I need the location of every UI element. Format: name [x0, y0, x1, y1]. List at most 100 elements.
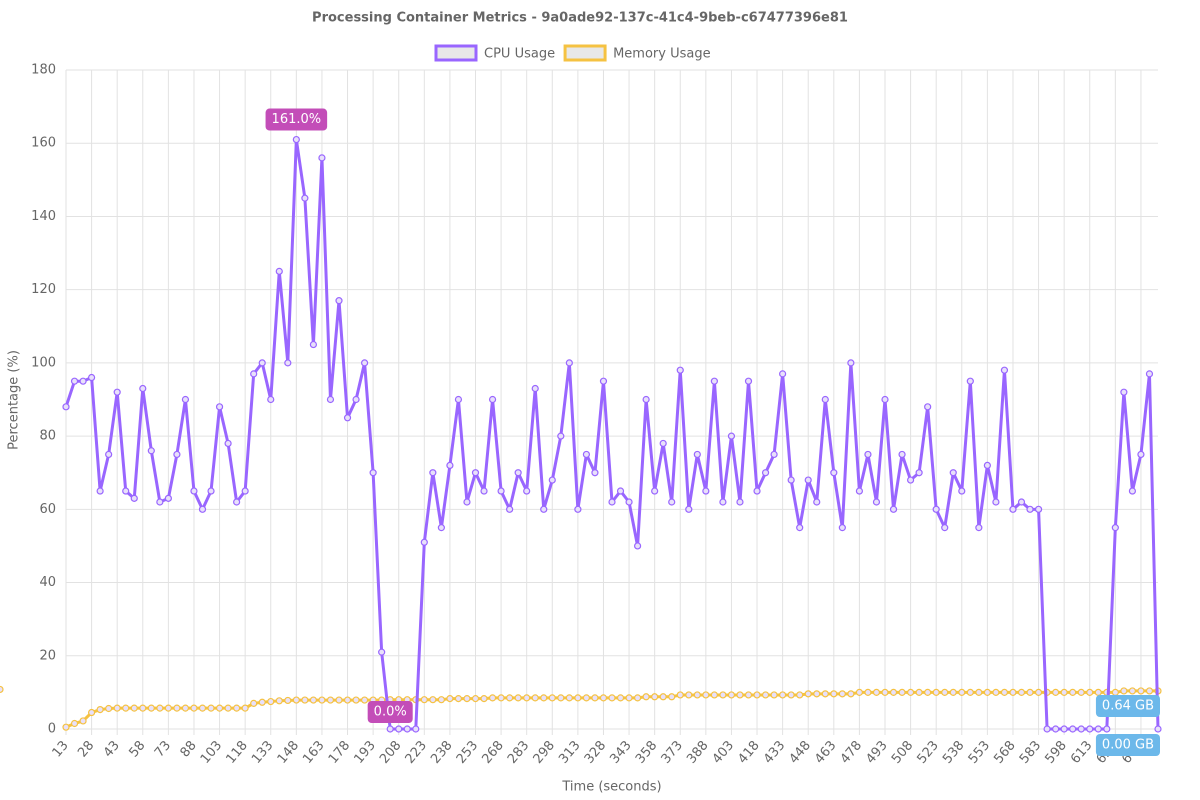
data-point[interactable] [864, 688, 872, 696]
data-point[interactable] [779, 370, 787, 378]
data-point[interactable] [898, 688, 906, 696]
data-point[interactable] [258, 359, 266, 367]
data-point[interactable] [787, 476, 795, 484]
data-point[interactable] [403, 725, 411, 733]
data-point[interactable] [207, 487, 215, 495]
data-point[interactable] [173, 450, 181, 459]
data-point[interactable] [463, 695, 471, 703]
data-point[interactable] [889, 505, 898, 513]
data-point[interactable] [787, 691, 795, 699]
data-point[interactable] [599, 377, 608, 385]
data-point[interactable] [770, 450, 778, 459]
data-point[interactable] [309, 696, 318, 704]
data-point[interactable] [96, 487, 104, 495]
data-point[interactable] [1145, 370, 1154, 378]
data-point[interactable] [574, 505, 582, 513]
data-point[interactable] [1111, 524, 1119, 532]
data-point[interactable] [668, 498, 676, 506]
data-point[interactable] [719, 498, 727, 506]
data-point[interactable] [1094, 688, 1102, 696]
data-point[interactable] [437, 696, 445, 704]
data-point[interactable] [676, 691, 684, 699]
data-point[interactable] [429, 469, 437, 477]
data-point[interactable] [1052, 725, 1060, 733]
data-point[interactable] [958, 688, 966, 696]
data-point[interactable] [105, 704, 113, 713]
data-point[interactable] [813, 498, 821, 506]
data-point[interactable] [360, 696, 369, 704]
data-point[interactable] [62, 403, 70, 411]
data-point[interactable] [565, 359, 573, 367]
data-point[interactable] [966, 377, 974, 385]
legend-item[interactable]: Memory Usage [563, 44, 711, 62]
data-point[interactable] [1111, 688, 1119, 696]
data-point[interactable] [1060, 688, 1068, 696]
data-point[interactable] [1000, 366, 1009, 374]
data-point[interactable] [514, 694, 522, 702]
data-point[interactable] [1137, 687, 1145, 695]
data-point[interactable] [1060, 725, 1068, 733]
data-point[interactable] [96, 705, 104, 714]
data-point[interactable] [659, 439, 667, 448]
data-point[interactable] [830, 469, 838, 477]
data-point[interactable] [275, 697, 283, 705]
data-point[interactable] [796, 524, 804, 532]
data-point[interactable] [582, 450, 591, 459]
data-point[interactable] [744, 691, 753, 699]
data-point[interactable] [992, 688, 1000, 696]
data-point[interactable] [838, 524, 846, 532]
data-point[interactable] [480, 695, 488, 703]
data-point[interactable] [710, 691, 718, 699]
data-point[interactable] [736, 498, 744, 506]
data-point[interactable] [616, 487, 625, 495]
data-point[interactable] [352, 395, 360, 404]
data-point[interactable] [881, 395, 889, 404]
data-point[interactable] [79, 377, 87, 385]
data-point[interactable] [130, 494, 138, 502]
data-point[interactable] [1145, 687, 1154, 695]
data-point[interactable] [1128, 687, 1137, 695]
data-point[interactable] [523, 487, 531, 495]
data-point[interactable] [326, 395, 335, 404]
data-point[interactable] [506, 505, 514, 513]
data-point[interactable] [62, 723, 70, 731]
data-point[interactable] [1120, 388, 1128, 396]
data-point[interactable] [702, 691, 710, 699]
data-point[interactable] [514, 469, 522, 477]
data-point[interactable] [719, 691, 727, 699]
data-point[interactable] [463, 498, 471, 506]
data-point[interactable] [250, 699, 258, 707]
data-point[interactable] [139, 384, 147, 393]
data-point[interactable] [727, 691, 736, 699]
data-point[interactable] [685, 691, 693, 699]
data-point[interactable] [215, 403, 224, 411]
data-point[interactable] [753, 691, 761, 699]
data-point[interactable] [864, 450, 872, 459]
data-point[interactable] [301, 696, 309, 704]
data-point[interactable] [770, 691, 778, 699]
data-point[interactable] [727, 432, 736, 440]
data-point[interactable] [224, 439, 232, 448]
data-point[interactable] [301, 194, 309, 202]
data-point[interactable] [548, 476, 556, 484]
data-point[interactable] [343, 696, 352, 704]
data-point[interactable] [941, 688, 949, 696]
data-point[interactable] [975, 688, 983, 696]
data-point[interactable] [736, 691, 744, 699]
data-point[interactable] [779, 691, 787, 699]
data-point[interactable] [335, 696, 343, 704]
data-point[interactable] [497, 694, 505, 702]
data-point[interactable] [1009, 688, 1017, 696]
data-point[interactable] [1069, 725, 1077, 733]
data-point[interactable] [446, 461, 454, 469]
data-point[interactable] [872, 688, 881, 696]
data-point[interactable] [1052, 688, 1060, 696]
data-point[interactable] [395, 725, 403, 733]
data-point[interactable] [625, 498, 633, 506]
data-point[interactable] [386, 725, 394, 733]
data-point[interactable] [1128, 487, 1137, 495]
data-point[interactable] [87, 373, 96, 382]
data-point[interactable] [1077, 688, 1085, 696]
data-point[interactable] [1086, 725, 1094, 733]
data-point[interactable] [1000, 688, 1009, 696]
